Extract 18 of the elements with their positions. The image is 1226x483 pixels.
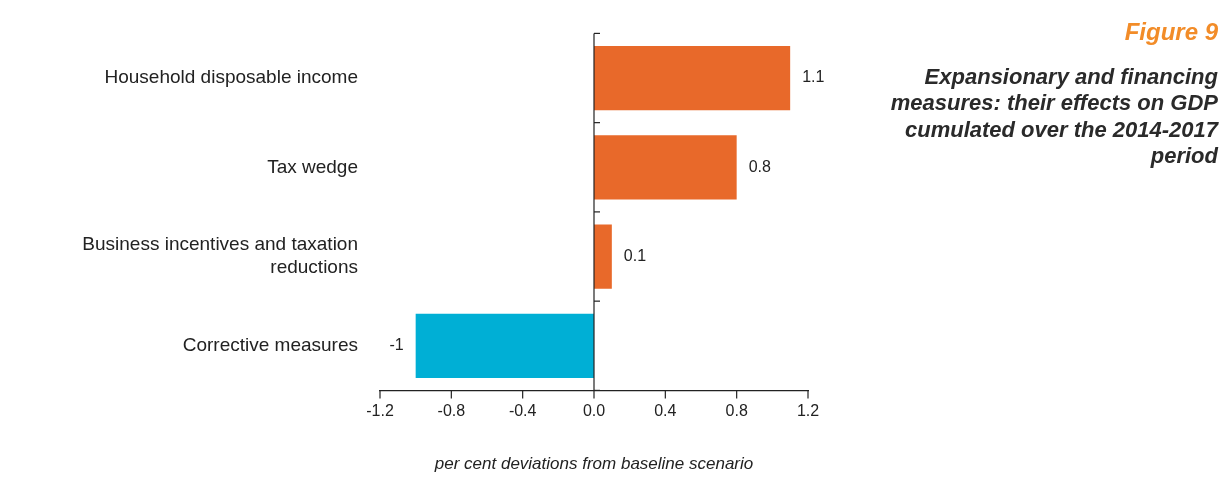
text: Expansionary and financing measures: their effects on GDP cumulated over the 2014-2017 period bbox=[889, 64, 1218, 170]
y-tick-label: Household disposable income bbox=[104, 66, 358, 88]
text: Figure 9 bbox=[1123, 18, 1218, 46]
data-label: 0.8 bbox=[748, 157, 772, 175]
y-tick-label: Business incentives and taxation reductions bbox=[82, 233, 358, 278]
y-tick-label: Tax wedge bbox=[267, 155, 358, 177]
y-tick-label: Corrective measures bbox=[182, 334, 358, 356]
data-label: -1 bbox=[389, 336, 404, 354]
x-tick-label: 0.4 bbox=[654, 402, 677, 420]
x-axis-title: per cent deviations from baseline scenario bbox=[433, 453, 754, 473]
x-tick-label: -1.2 bbox=[366, 402, 394, 420]
x-tick-label: 1.2 bbox=[796, 402, 820, 420]
data-label: 1.1 bbox=[802, 68, 825, 86]
data-label: 0.1 bbox=[623, 246, 647, 264]
x-tick-label: -0.8 bbox=[437, 402, 466, 420]
x-tick-label: 0.8 bbox=[725, 402, 748, 420]
x-tick-label: -0.4 bbox=[508, 402, 537, 420]
x-tick-label: 0.0 bbox=[582, 402, 606, 420]
